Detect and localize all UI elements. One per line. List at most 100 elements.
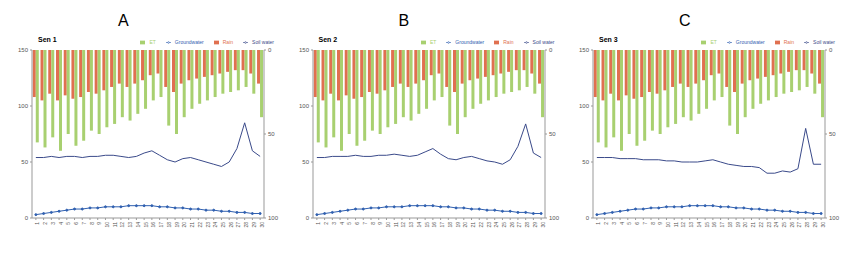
- svg-text:29: 29: [812, 222, 818, 228]
- svg-text:10: 10: [104, 222, 110, 228]
- svg-text:20: 20: [742, 222, 748, 228]
- svg-text:12: 12: [400, 222, 406, 228]
- svg-text:16: 16: [431, 222, 437, 228]
- svg-text:6: 6: [354, 222, 360, 225]
- svg-text:19: 19: [174, 222, 180, 228]
- svg-text:1: 1: [315, 222, 321, 225]
- svg-text:11: 11: [112, 222, 118, 227]
- svg-text:19: 19: [735, 222, 741, 228]
- svg-text:19: 19: [454, 222, 460, 228]
- svg-text:17: 17: [439, 222, 445, 228]
- svg-text:4: 4: [619, 222, 625, 225]
- svg-text:23: 23: [766, 222, 772, 228]
- svg-text:30: 30: [539, 222, 545, 228]
- svg-text:5: 5: [346, 222, 352, 225]
- svg-text:0: 0: [829, 47, 833, 53]
- svg-text:14: 14: [135, 222, 141, 228]
- svg-text:9: 9: [377, 222, 383, 225]
- svg-text:21: 21: [470, 222, 476, 228]
- svg-text:12: 12: [680, 222, 686, 228]
- svg-text:30: 30: [820, 222, 826, 228]
- svg-text:17: 17: [158, 222, 164, 228]
- svg-text:16: 16: [150, 222, 156, 228]
- svg-text:50: 50: [302, 159, 309, 165]
- svg-text:30: 30: [259, 222, 265, 228]
- svg-text:27: 27: [516, 222, 522, 228]
- svg-text:24: 24: [493, 222, 499, 228]
- svg-text:100: 100: [549, 215, 560, 221]
- svg-text:8: 8: [89, 222, 95, 225]
- svg-text:26: 26: [228, 222, 234, 228]
- svg-text:15: 15: [704, 222, 710, 228]
- svg-text:0: 0: [25, 215, 29, 221]
- svg-text:22: 22: [758, 222, 764, 228]
- svg-text:0: 0: [586, 215, 590, 221]
- svg-text:100: 100: [18, 103, 29, 109]
- svg-text:26: 26: [508, 222, 514, 228]
- svg-text:25: 25: [501, 222, 507, 228]
- svg-text:9: 9: [657, 222, 663, 225]
- svg-text:13: 13: [688, 222, 694, 228]
- svg-text:1: 1: [34, 222, 40, 225]
- svg-text:28: 28: [243, 222, 249, 228]
- svg-text:9: 9: [96, 222, 102, 225]
- svg-text:4: 4: [338, 222, 344, 225]
- svg-text:0: 0: [549, 47, 553, 53]
- svg-text:100: 100: [268, 215, 279, 221]
- svg-text:7: 7: [81, 222, 87, 225]
- svg-text:2: 2: [323, 222, 329, 225]
- svg-text:18: 18: [446, 222, 452, 228]
- svg-text:8: 8: [650, 222, 656, 225]
- svg-text:21: 21: [750, 222, 756, 228]
- svg-text:27: 27: [796, 222, 802, 228]
- svg-text:14: 14: [415, 222, 421, 228]
- svg-text:22: 22: [477, 222, 483, 228]
- svg-text:20: 20: [181, 222, 187, 228]
- svg-text:11: 11: [673, 222, 679, 227]
- svg-text:3: 3: [50, 222, 56, 225]
- svg-text:10: 10: [665, 222, 671, 228]
- svg-text:5: 5: [65, 222, 71, 225]
- svg-text:2: 2: [603, 222, 609, 225]
- svg-text:15: 15: [143, 222, 149, 228]
- svg-text:3: 3: [611, 222, 617, 225]
- svg-text:14: 14: [696, 222, 702, 228]
- svg-text:24: 24: [773, 222, 779, 228]
- svg-text:13: 13: [127, 222, 133, 228]
- svg-text:50: 50: [829, 131, 836, 137]
- svg-text:10: 10: [385, 222, 391, 228]
- svg-text:16: 16: [711, 222, 717, 228]
- svg-text:17: 17: [719, 222, 725, 228]
- svg-text:7: 7: [642, 222, 648, 225]
- svg-text:28: 28: [524, 222, 530, 228]
- svg-text:0: 0: [268, 47, 272, 53]
- svg-text:29: 29: [251, 222, 257, 228]
- svg-text:6: 6: [73, 222, 79, 225]
- svg-text:25: 25: [781, 222, 787, 228]
- svg-text:2: 2: [42, 222, 48, 225]
- svg-text:18: 18: [166, 222, 172, 228]
- svg-text:25: 25: [220, 222, 226, 228]
- svg-text:20: 20: [462, 222, 468, 228]
- svg-text:1: 1: [595, 222, 601, 225]
- svg-text:100: 100: [579, 103, 590, 109]
- svg-text:13: 13: [408, 222, 414, 228]
- svg-text:23: 23: [485, 222, 491, 228]
- svg-text:23: 23: [205, 222, 211, 228]
- svg-text:0: 0: [305, 215, 309, 221]
- svg-text:21: 21: [189, 222, 195, 228]
- svg-text:3: 3: [330, 222, 336, 225]
- svg-text:7: 7: [361, 222, 367, 225]
- svg-text:100: 100: [829, 215, 840, 221]
- svg-text:100: 100: [298, 103, 309, 109]
- svg-text:29: 29: [531, 222, 537, 228]
- svg-text:50: 50: [268, 131, 275, 137]
- svg-text:24: 24: [212, 222, 218, 228]
- svg-text:27: 27: [235, 222, 241, 228]
- svg-text:150: 150: [18, 47, 29, 53]
- svg-text:50: 50: [582, 159, 589, 165]
- svg-text:5: 5: [626, 222, 632, 225]
- svg-text:18: 18: [727, 222, 733, 228]
- svg-text:150: 150: [298, 47, 309, 53]
- svg-text:50: 50: [21, 159, 28, 165]
